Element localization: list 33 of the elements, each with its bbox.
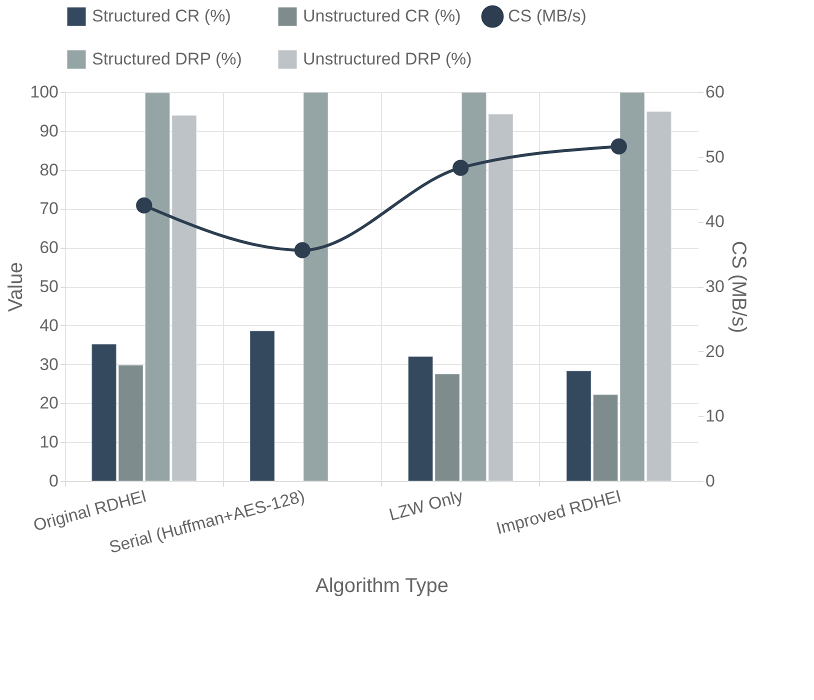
y-axis-title: Value [5,262,28,312]
y-tick-label: 90 [40,121,58,140]
y2-tick-label: 30 [706,277,724,296]
y2-axis-title: CS (MB/s) [727,240,750,334]
y2-tick-label: 40 [706,212,724,232]
x-tick-label: LZW Only [387,486,466,524]
y-tick-label: 20 [40,394,58,413]
legend-label: Unstructured DRP (%) [303,50,472,68]
y-tick-label: 80 [40,160,58,180]
y-tick-label: 0 [49,472,58,490]
y-tick-label: 30 [40,354,58,374]
legend-label: Unstructured CR (%) [303,6,461,26]
point [136,197,152,214]
y2-tick-label: 10 [706,406,724,426]
y-tick-label: 70 [40,199,58,218]
legend-label: Structured DRP (%) [92,50,242,68]
bar [302,92,329,482]
legend-label: Structured CR (%) [92,6,231,26]
point [452,160,469,176]
y2-tick-label: 20 [706,342,724,361]
y2-tick-label: 50 [706,147,724,166]
y-tick-label: 100 [30,82,58,102]
point [294,242,310,258]
point [610,138,627,155]
legend-label: CS (MB/s) [508,6,586,26]
bar [249,330,276,482]
y-tick-label: 40 [40,316,58,335]
x-axis-title: Algorithm Type [315,575,449,598]
y2-tick-label: 0 [706,472,715,490]
y-tick-label: 50 [40,277,58,296]
y-tick-label: 10 [40,432,58,452]
y-tick-label: 60 [40,238,58,258]
y2-tick-label: 60 [706,82,724,102]
